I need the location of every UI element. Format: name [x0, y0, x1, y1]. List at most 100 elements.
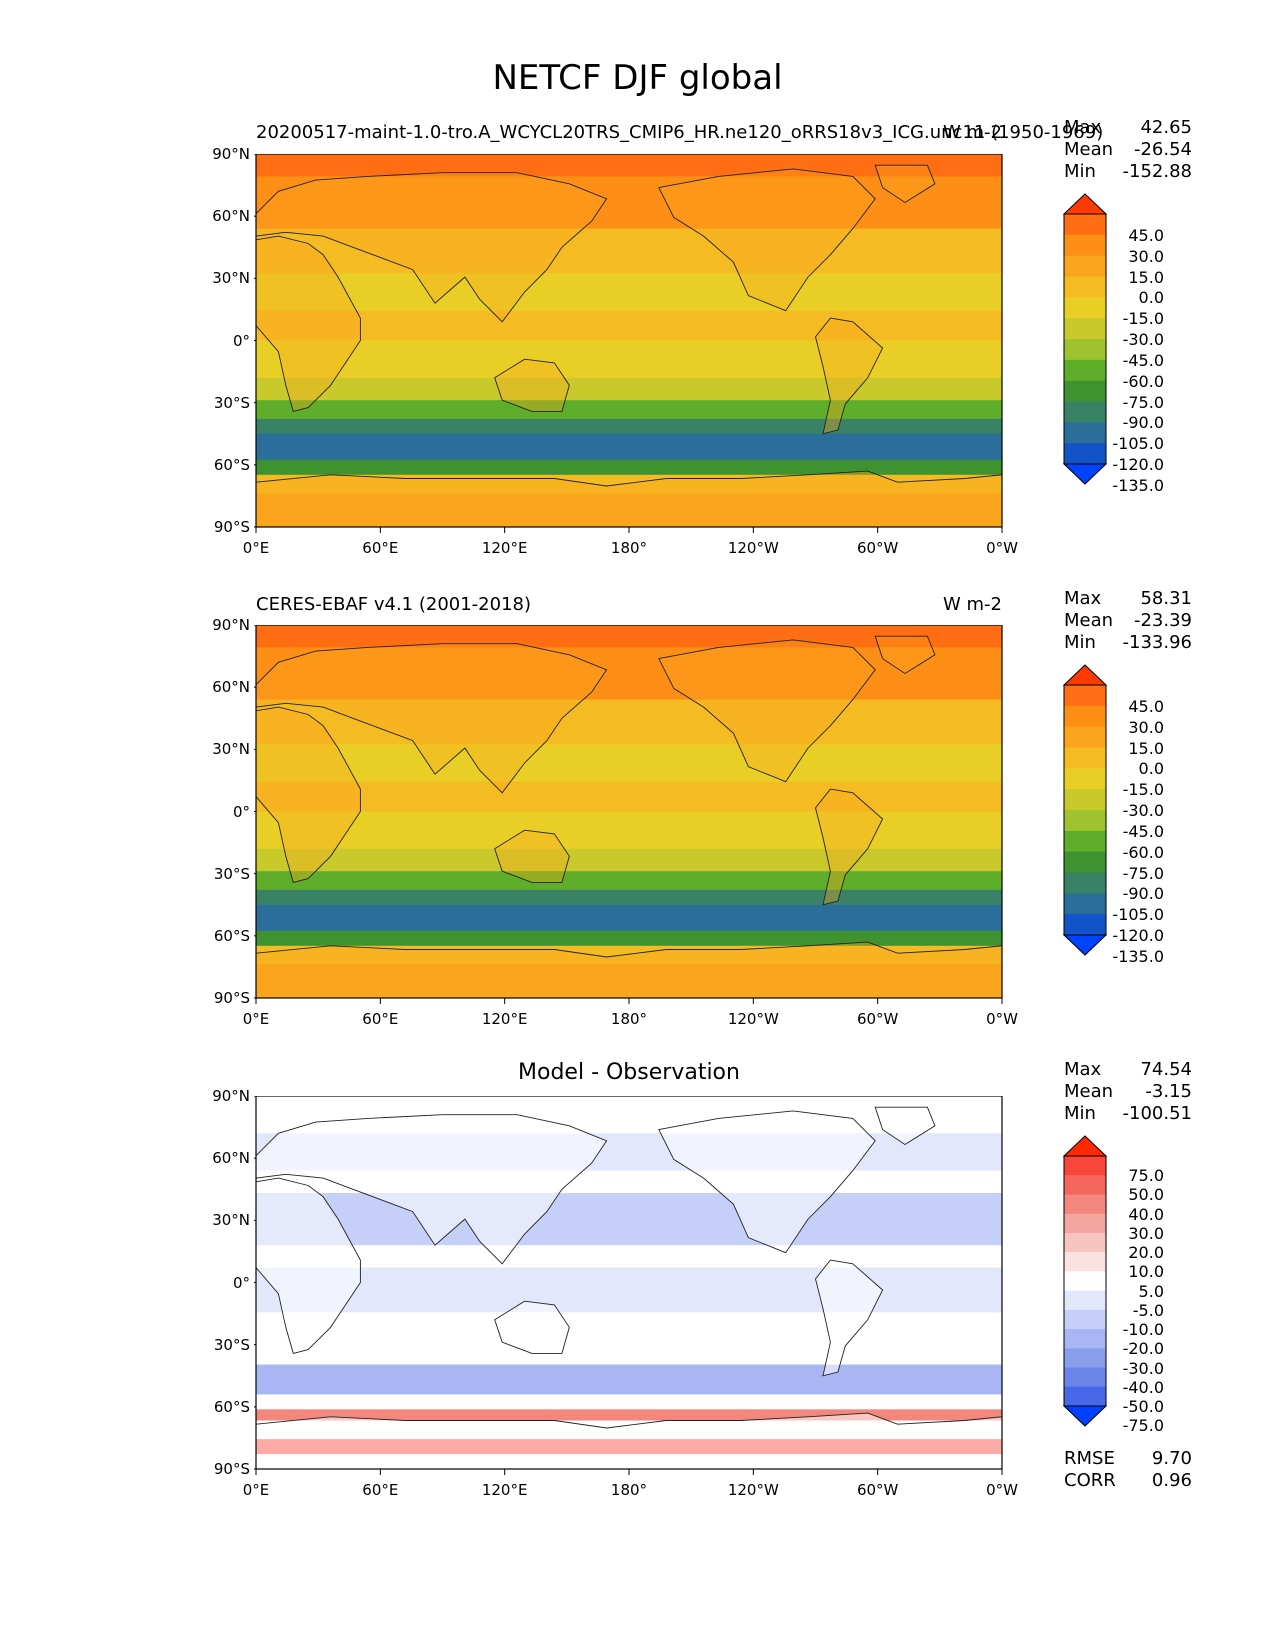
lat-tick-label: 30°N	[212, 740, 250, 759]
colorbar-segment	[1064, 443, 1106, 465]
field-band	[256, 340, 1002, 379]
colorbar-segment	[1064, 401, 1106, 423]
coastline-australia	[494, 358, 570, 412]
colorbar-tick-label: 75.0	[1128, 1166, 1164, 1186]
field-band	[256, 889, 1002, 906]
colorbar-segment	[1064, 1156, 1106, 1176]
colorbar-tick-label: 45.0	[1128, 696, 1164, 716]
map-model	[254, 154, 1003, 533]
lat-tick-label: 0°	[232, 331, 250, 350]
colorbar-tick-label: -75.0	[1122, 392, 1164, 412]
colorbar-segment	[1064, 1329, 1106, 1349]
colorbar-tick-label: -15.0	[1122, 780, 1164, 800]
lon-tick-label: 180°	[610, 539, 648, 557]
colorbar-obs	[1062, 664, 1108, 956]
colorbar-tick-label: -45.0	[1122, 350, 1164, 370]
colorbar-tick-label: 0.0	[1138, 759, 1164, 779]
colorbar-tick-label: -105.0	[1112, 434, 1164, 454]
lat-tick-label: 60°S	[213, 926, 250, 945]
colorbar-tick-label: -120.0	[1112, 926, 1164, 945]
lat-tick-label: 90°S	[213, 989, 250, 1007]
field-band	[256, 930, 1002, 947]
stat-max-label: Max	[1064, 117, 1102, 138]
colorbar-segment	[1064, 1386, 1106, 1407]
lon-tick-label: 60°W	[856, 1481, 899, 1499]
colorbar-diff	[1062, 1135, 1108, 1427]
colorbar-tick-label: -50.0	[1122, 1397, 1164, 1416]
colorbar-model	[1062, 193, 1108, 485]
coastline-greenland	[874, 164, 936, 204]
stat-mean-value: -3.15	[1145, 1081, 1192, 1102]
field-band	[256, 625, 1002, 648]
colorbar-segment	[1064, 1367, 1106, 1388]
colorbar-tick-label: -75.0	[1122, 863, 1164, 883]
colorbar-tick-label: -75.0	[1122, 1416, 1164, 1436]
colorbar-segment	[1064, 276, 1106, 298]
field-band	[256, 1409, 1002, 1422]
colorbar-tick-label: -135.0	[1112, 475, 1164, 495]
panel-left-title: 20200517-maint-1.0-tro.A_WCYCL20TRS_CMIP…	[256, 122, 1104, 143]
lon-tick-label: 0°E	[242, 539, 270, 557]
lon-tick-label: 0°E	[242, 1481, 270, 1499]
lat-tick-label: 30°N	[212, 1211, 250, 1230]
lon-tick-label: 0°W	[986, 1010, 1018, 1028]
field-band	[256, 1312, 1002, 1366]
colorbar-segment	[1064, 1271, 1106, 1292]
colorbar-tick-label: 20.0	[1128, 1243, 1164, 1263]
colorbar-tick-label: -15.0	[1122, 309, 1164, 329]
field-band	[256, 273, 1002, 312]
colorbar-segment	[1064, 422, 1106, 444]
coastline-northAmerica	[658, 639, 876, 783]
lon-tick-label: 120°E	[481, 1010, 528, 1028]
lat-tick-label: 90°S	[213, 518, 250, 536]
stat-min-value: -100.51	[1122, 1103, 1192, 1124]
stat-mean-label: Mean	[1064, 139, 1114, 160]
stat-max-value: 42.65	[1140, 117, 1192, 138]
field-band	[256, 1192, 1002, 1246]
field-band	[256, 964, 1002, 999]
lat-tick-label: 90°S	[213, 1460, 250, 1478]
colorbar-segment	[1064, 914, 1106, 936]
field-band	[256, 459, 1002, 476]
lon-tick-label: 0°W	[986, 1481, 1018, 1499]
lat-tick-label: 0°	[232, 1273, 250, 1292]
field-band	[256, 1267, 1002, 1313]
lon-tick-label: 180°	[610, 1481, 648, 1499]
lon-tick-label: 120°E	[481, 539, 528, 557]
figure-title: NETCF DJF global	[492, 58, 783, 98]
field-band	[256, 418, 1002, 435]
field-band	[256, 433, 1002, 461]
colorbar-tick-label: 5.0	[1138, 1281, 1164, 1301]
colorbar-tick-label: -45.0	[1122, 821, 1164, 841]
coastline-greenland	[874, 635, 936, 675]
colorbar-segment	[1064, 893, 1106, 915]
lat-tick-label: 30°S	[213, 864, 250, 883]
stat-max-value: 58.31	[1140, 588, 1192, 609]
coastline-greenland	[874, 1106, 936, 1146]
lat-tick-label: 60°N	[212, 1149, 250, 1168]
colorbar-tick-label: -40.0	[1122, 1377, 1164, 1397]
lon-tick-label: 60°W	[856, 539, 899, 557]
stat-max-label: Max	[1064, 1059, 1102, 1080]
coastline-africa	[255, 235, 361, 412]
stat-min-value: -152.88	[1122, 161, 1192, 182]
field-band	[256, 176, 1002, 230]
colorbar-tick-label: -30.0	[1122, 330, 1164, 349]
colorbar-segment	[1064, 1213, 1106, 1234]
colorbar-segment	[1064, 1252, 1106, 1272]
stat-mean-label: Mean	[1064, 610, 1114, 631]
field-band	[256, 871, 1002, 891]
field-band	[256, 310, 1002, 341]
field-band	[256, 154, 1002, 177]
colorbar-segment	[1064, 1194, 1106, 1215]
stat-min-label: Min	[1064, 632, 1096, 653]
colorbar-tick-label: 15.0	[1128, 267, 1164, 287]
lon-tick-label: 120°W	[727, 539, 779, 557]
colorbar-tick-label: 10.0	[1128, 1262, 1164, 1282]
panel-units: W m-2	[942, 122, 1002, 143]
field-band	[256, 781, 1002, 812]
lat-tick-label: 30°N	[212, 269, 250, 288]
colorbar-tick-label: -20.0	[1122, 1339, 1164, 1359]
colorbar-segment	[1064, 339, 1106, 361]
colorbar-segment	[1064, 297, 1106, 319]
